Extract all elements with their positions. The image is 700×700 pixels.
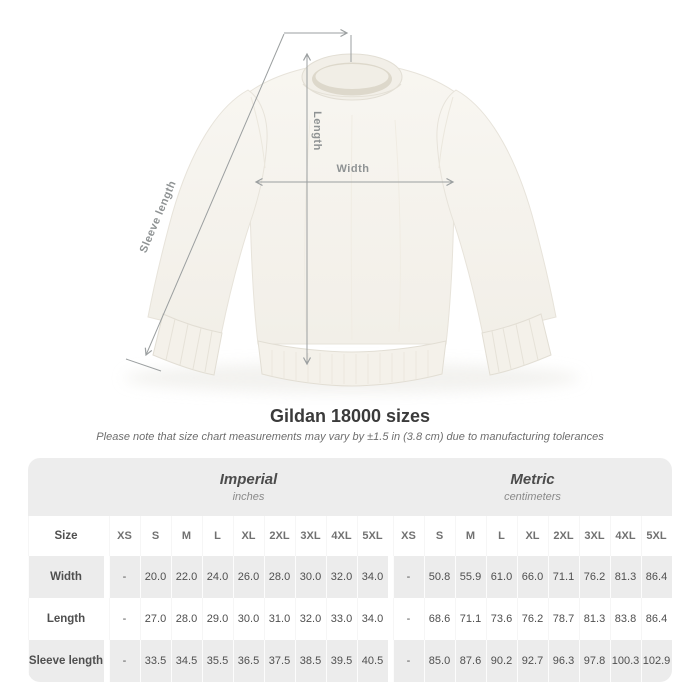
value-cell: 76.2	[517, 598, 548, 640]
value-cell: 100.3	[610, 640, 641, 682]
value-cell: 20.0	[140, 556, 171, 598]
page-title: Gildan 18000 sizes	[269, 406, 431, 426]
value-cell: 96.3	[548, 640, 579, 682]
size-header-cell: M	[455, 516, 486, 556]
tolerance-note: Please note that size chart measurements…	[96, 431, 604, 443]
size-table: Imperial inches Metric centimeters Size XS S M L…	[28, 458, 672, 682]
value-cell: 32.0	[326, 556, 357, 598]
value-cell: -	[393, 598, 424, 640]
value-cell: 36.5	[233, 640, 264, 682]
value-cell: 87.6	[455, 640, 486, 682]
value-cell: -	[393, 556, 424, 598]
value-cell: 28.0	[264, 556, 295, 598]
row-label: Width	[28, 556, 104, 598]
size-header-cell: L	[202, 516, 233, 556]
value-cell: 61.0	[486, 556, 517, 598]
group-unit: centimeters	[504, 491, 561, 503]
size-header-cell: 2XL	[548, 516, 579, 556]
value-cell: 37.5	[264, 640, 295, 682]
value-cell: 71.1	[548, 556, 579, 598]
row-label: Length	[28, 598, 104, 640]
value-cell: -	[393, 640, 424, 682]
group-header-imperial: Imperial inches	[109, 458, 388, 516]
value-cell: 33.5	[140, 640, 171, 682]
value-cell: 92.7	[517, 640, 548, 682]
value-cell: 29.0	[202, 598, 233, 640]
value-cell: 85.0	[424, 640, 455, 682]
group-label: Metric	[510, 471, 555, 488]
size-col-header: Size	[28, 516, 104, 556]
size-header-cell: XS	[109, 516, 140, 556]
table-row: Width -20.0 22.0 24.0 26.0 28.0 30.0 32.0 34.0-5…	[28, 556, 672, 598]
value-cell: 24.0	[202, 556, 233, 598]
row-label: Sleeve length	[28, 640, 104, 682]
size-header-cell: 2XL	[264, 516, 295, 556]
width-label: Width	[337, 163, 370, 175]
size-header-cell: S	[140, 516, 171, 556]
size-header-cell: 4XL	[610, 516, 641, 556]
measurement-lines	[125, 28, 455, 372]
value-cell: 81.3	[610, 556, 641, 598]
value-cell: 90.2	[486, 640, 517, 682]
value-cell: 38.5	[295, 640, 326, 682]
table-group-header-row: Imperial inches Metric centimeters	[28, 458, 672, 516]
value-cell: -	[109, 598, 140, 640]
value-cell: 39.5	[326, 640, 357, 682]
size-header-cell: XL	[233, 516, 264, 556]
sleeve-length-end-tick	[125, 358, 162, 372]
value-cell: 34.0	[357, 556, 388, 598]
size-header-cell: 5XL	[641, 516, 672, 556]
group-header-metric: Metric centimeters	[393, 458, 672, 516]
length-label: Length	[311, 111, 323, 151]
size-header-cell: 5XL	[357, 516, 388, 556]
value-cell: 35.5	[202, 640, 233, 682]
value-cell: 83.8	[610, 598, 641, 640]
size-header-cell: XL	[517, 516, 548, 556]
value-cell: 86.4	[641, 598, 672, 640]
value-cell: 28.0	[171, 598, 202, 640]
value-cell: 86.4	[641, 556, 672, 598]
group-label: Imperial	[219, 471, 278, 488]
value-cell: 66.0	[517, 556, 548, 598]
value-cell: 71.1	[455, 598, 486, 640]
value-cell: 78.7	[548, 598, 579, 640]
value-cell: 34.5	[171, 640, 202, 682]
value-cell: 102.9	[641, 640, 672, 682]
value-cell: 26.0	[233, 556, 264, 598]
size-header-cell: L	[486, 516, 517, 556]
value-cell: 32.0	[295, 598, 326, 640]
size-header-cell: XS	[393, 516, 424, 556]
value-cell: 97.8	[579, 640, 610, 682]
value-cell: 81.3	[579, 598, 610, 640]
group-unit: inches	[232, 491, 265, 503]
value-cell: 68.6	[424, 598, 455, 640]
size-header-cell: 3XL	[579, 516, 610, 556]
value-cell: 22.0	[171, 556, 202, 598]
value-cell: 76.2	[579, 556, 610, 598]
size-header-cell: 4XL	[326, 516, 357, 556]
sleeve-length-arrow	[144, 33, 285, 357]
size-header-cell: M	[171, 516, 202, 556]
value-cell: 40.5	[357, 640, 388, 682]
sweatshirt	[124, 53, 580, 393]
value-cell: 50.8	[424, 556, 455, 598]
value-cell: 30.0	[295, 556, 326, 598]
table-row: Length -27.0 28.0 29.0 30.0 31.0 32.0 33.0 34.0-…	[28, 598, 672, 640]
value-cell: 33.0	[326, 598, 357, 640]
table-row: Sleeve length -33.5 34.5 35.5 36.5 37.5 38.5 39…	[28, 640, 672, 682]
value-cell: 34.0	[357, 598, 388, 640]
value-cell: 27.0	[140, 598, 171, 640]
value-cell: 30.0	[233, 598, 264, 640]
value-cell: -	[109, 640, 140, 682]
value-cell: -	[109, 556, 140, 598]
value-cell: 73.6	[486, 598, 517, 640]
value-cell: 31.0	[264, 598, 295, 640]
value-cell: 55.9	[455, 556, 486, 598]
table-size-header-row: Size XS S M L XL 2XL 3XL 4XL 5XL XS S M L XL 2XL 3XL 4XL 5…	[28, 516, 672, 556]
size-header-cell: 3XL	[295, 516, 326, 556]
size-header-cell: S	[424, 516, 455, 556]
sweatshirt-illustration: Width Length Sleeve length	[124, 28, 580, 393]
